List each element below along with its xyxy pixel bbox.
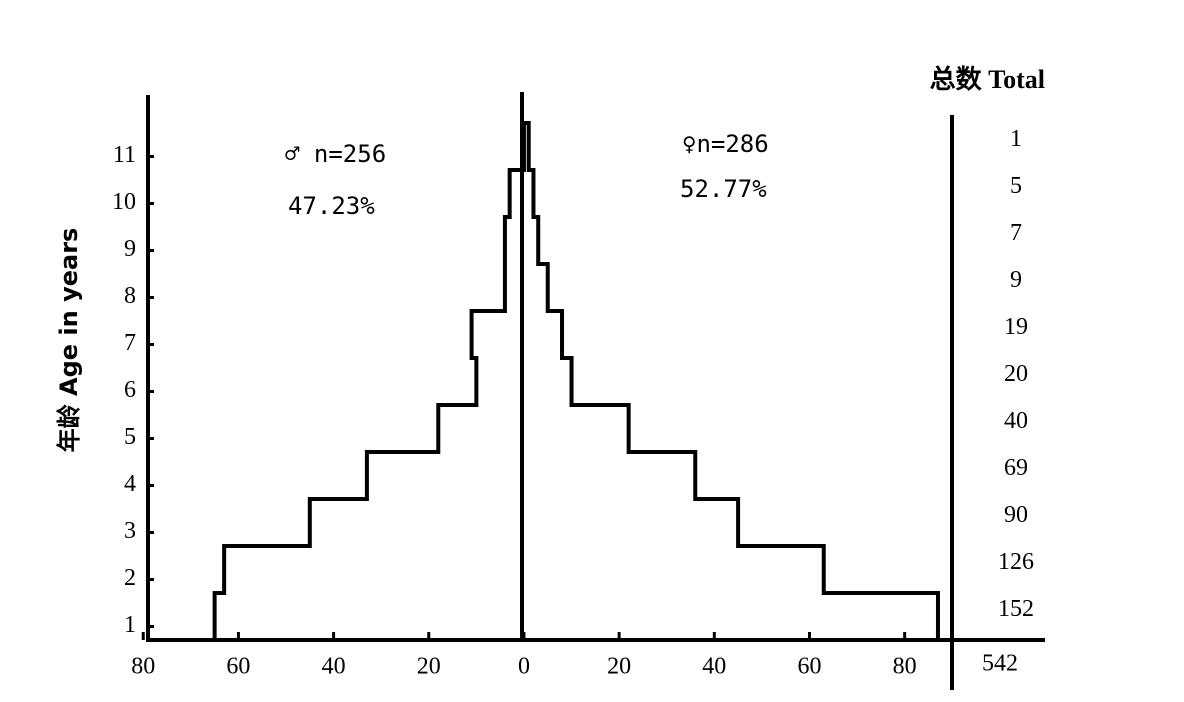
row-total: 5	[1010, 173, 1022, 199]
total-label: 总数 Total	[930, 65, 1045, 94]
y-tick-label: 8	[124, 283, 136, 309]
y-tick-label: 5	[124, 424, 136, 450]
female-share: 52.77%	[680, 175, 767, 203]
y-axis-label: 年龄 Age in years	[55, 228, 83, 453]
row-total: 126	[998, 549, 1034, 575]
male-count: ♂ n=256	[285, 140, 386, 168]
row-total: 7	[1010, 220, 1022, 246]
y-tick-label: 3	[124, 518, 136, 544]
y-tick-label: 4	[124, 471, 136, 497]
row-total: 19	[1004, 314, 1028, 340]
x-tick-label: 40	[322, 654, 346, 680]
y-tick-label: 10	[112, 189, 136, 215]
y-tick-label: 6	[124, 377, 136, 403]
x-tick-label: 80	[131, 654, 155, 680]
overall-total: 542	[982, 651, 1018, 677]
row-total: 9	[1010, 267, 1022, 293]
y-tick-label: 7	[124, 330, 136, 356]
x-tick-label: 60	[797, 654, 821, 680]
y-tick-label: 11	[113, 142, 136, 168]
row-total: 20	[1004, 361, 1028, 387]
row-total: 40	[1004, 408, 1028, 434]
x-tick-label: 20	[607, 654, 631, 680]
x-tick-label: 60	[226, 654, 250, 680]
x-tick-label: 20	[417, 654, 441, 680]
row-total: 69	[1004, 455, 1028, 481]
y-tick-label: 2	[124, 565, 136, 591]
y-tick-label: 9	[124, 236, 136, 262]
row-total: 1	[1010, 126, 1022, 152]
step-outline	[523, 121, 940, 640]
x-tick-label: 40	[702, 654, 726, 680]
row-total: 152	[998, 596, 1034, 622]
y-tick-label: 1	[124, 612, 136, 638]
x-tick-label: 0	[518, 654, 530, 680]
female-count: ♀n=286	[682, 130, 769, 158]
x-tick-label: 80	[893, 654, 917, 680]
step-outline	[212, 123, 526, 640]
male-share: 47.23%	[288, 192, 375, 220]
row-total: 90	[1004, 502, 1028, 528]
